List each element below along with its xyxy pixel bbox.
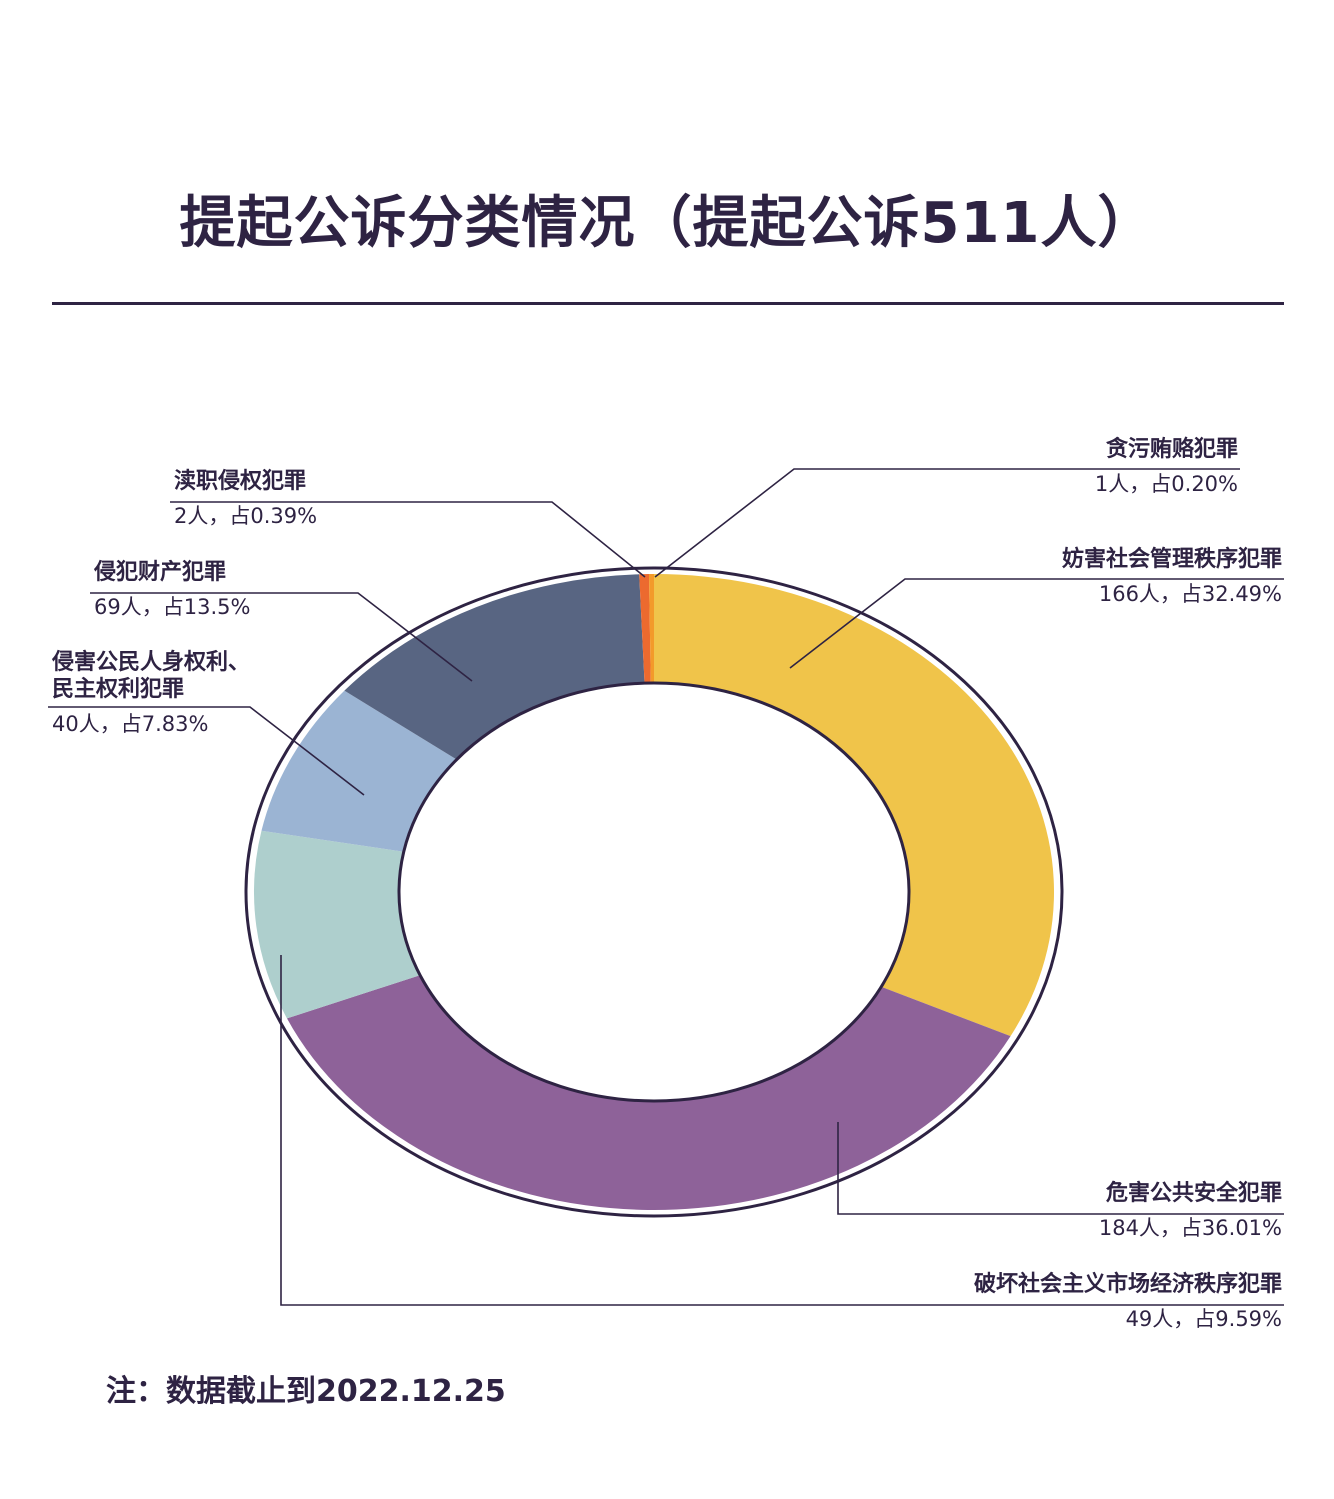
slice-value-public-safety: 184人，占36.01% xyxy=(1098,1216,1282,1240)
slice-1 xyxy=(286,975,1011,1211)
label-public-safety: 危害公共安全犯罪 184人，占36.01% xyxy=(1099,1180,1282,1243)
leader-market-economy xyxy=(280,955,1284,1306)
leader-personal-rights xyxy=(48,706,365,796)
label-malfeasance: 渎职侵权犯罪 2人，占0.39% xyxy=(174,468,317,531)
leader-property xyxy=(90,592,473,682)
label-social-order: 妨害社会管理秩序犯罪 166人，占32.49% xyxy=(1062,546,1282,609)
slice-2 xyxy=(253,830,420,1019)
leader-corruption xyxy=(654,468,1240,578)
label-corruption: 贪污贿赂犯罪 1人，占0.20% xyxy=(1095,436,1238,499)
slice-name-malfeasance: 渎职侵权犯罪 xyxy=(174,469,307,494)
slice-value-market-economy: 49人，占9.59% xyxy=(1125,1307,1282,1331)
slice-value-corruption: 1人，占0.20% xyxy=(1094,472,1238,496)
slice-4 xyxy=(344,574,645,760)
slice-name-personal-rights-line2: 民主权利犯罪 xyxy=(52,677,185,702)
title-divider xyxy=(52,302,1284,305)
label-market-economy: 破坏社会主义市场经济秩序犯罪 49人，占9.59% xyxy=(974,1271,1282,1334)
slice-name-market-economy: 破坏社会主义市场经济秩序犯罪 xyxy=(973,1272,1282,1297)
slice-value-malfeasance: 2人，占0.39% xyxy=(174,504,318,528)
slice-name-personal-rights-line1: 侵害公民人身权利、 xyxy=(52,650,251,675)
leader-social-order xyxy=(789,578,1284,669)
slice-value-personal-rights: 40人，占7.83% xyxy=(52,712,209,736)
data-note: 注：数据截止到2022.12.25 xyxy=(106,1374,506,1409)
chart-title: 提起公诉分类情况（提起公诉511人） xyxy=(179,191,1155,256)
slice-value-social-order: 166人，占32.49% xyxy=(1098,582,1282,606)
leader-public-safety xyxy=(837,1122,1284,1215)
slice-name-public-safety: 危害公共安全犯罪 xyxy=(1105,1181,1282,1206)
inner-ring xyxy=(397,681,911,1103)
label-property: 侵犯财产犯罪 69人，占13.5% xyxy=(94,559,250,622)
slice-5 xyxy=(639,574,651,683)
slice-value-property: 69人，占13.5% xyxy=(94,595,251,619)
slice-name-social-order: 妨害社会管理秩序犯罪 xyxy=(1061,547,1282,572)
donut-slices xyxy=(253,574,1054,1211)
slice-6 xyxy=(648,574,654,683)
outer-ring xyxy=(244,566,1064,1218)
leader-lines xyxy=(48,468,1284,1306)
slice-0 xyxy=(654,574,1054,1037)
leader-malfeasance xyxy=(170,501,646,578)
slice-name-property: 侵犯财产犯罪 xyxy=(94,560,227,585)
label-personal-rights: 侵害公民人身权利、 民主权利犯罪 40人，占7.83% xyxy=(52,649,250,739)
slice-3 xyxy=(261,690,456,852)
slice-name-corruption: 贪污贿赂犯罪 xyxy=(1105,437,1238,462)
